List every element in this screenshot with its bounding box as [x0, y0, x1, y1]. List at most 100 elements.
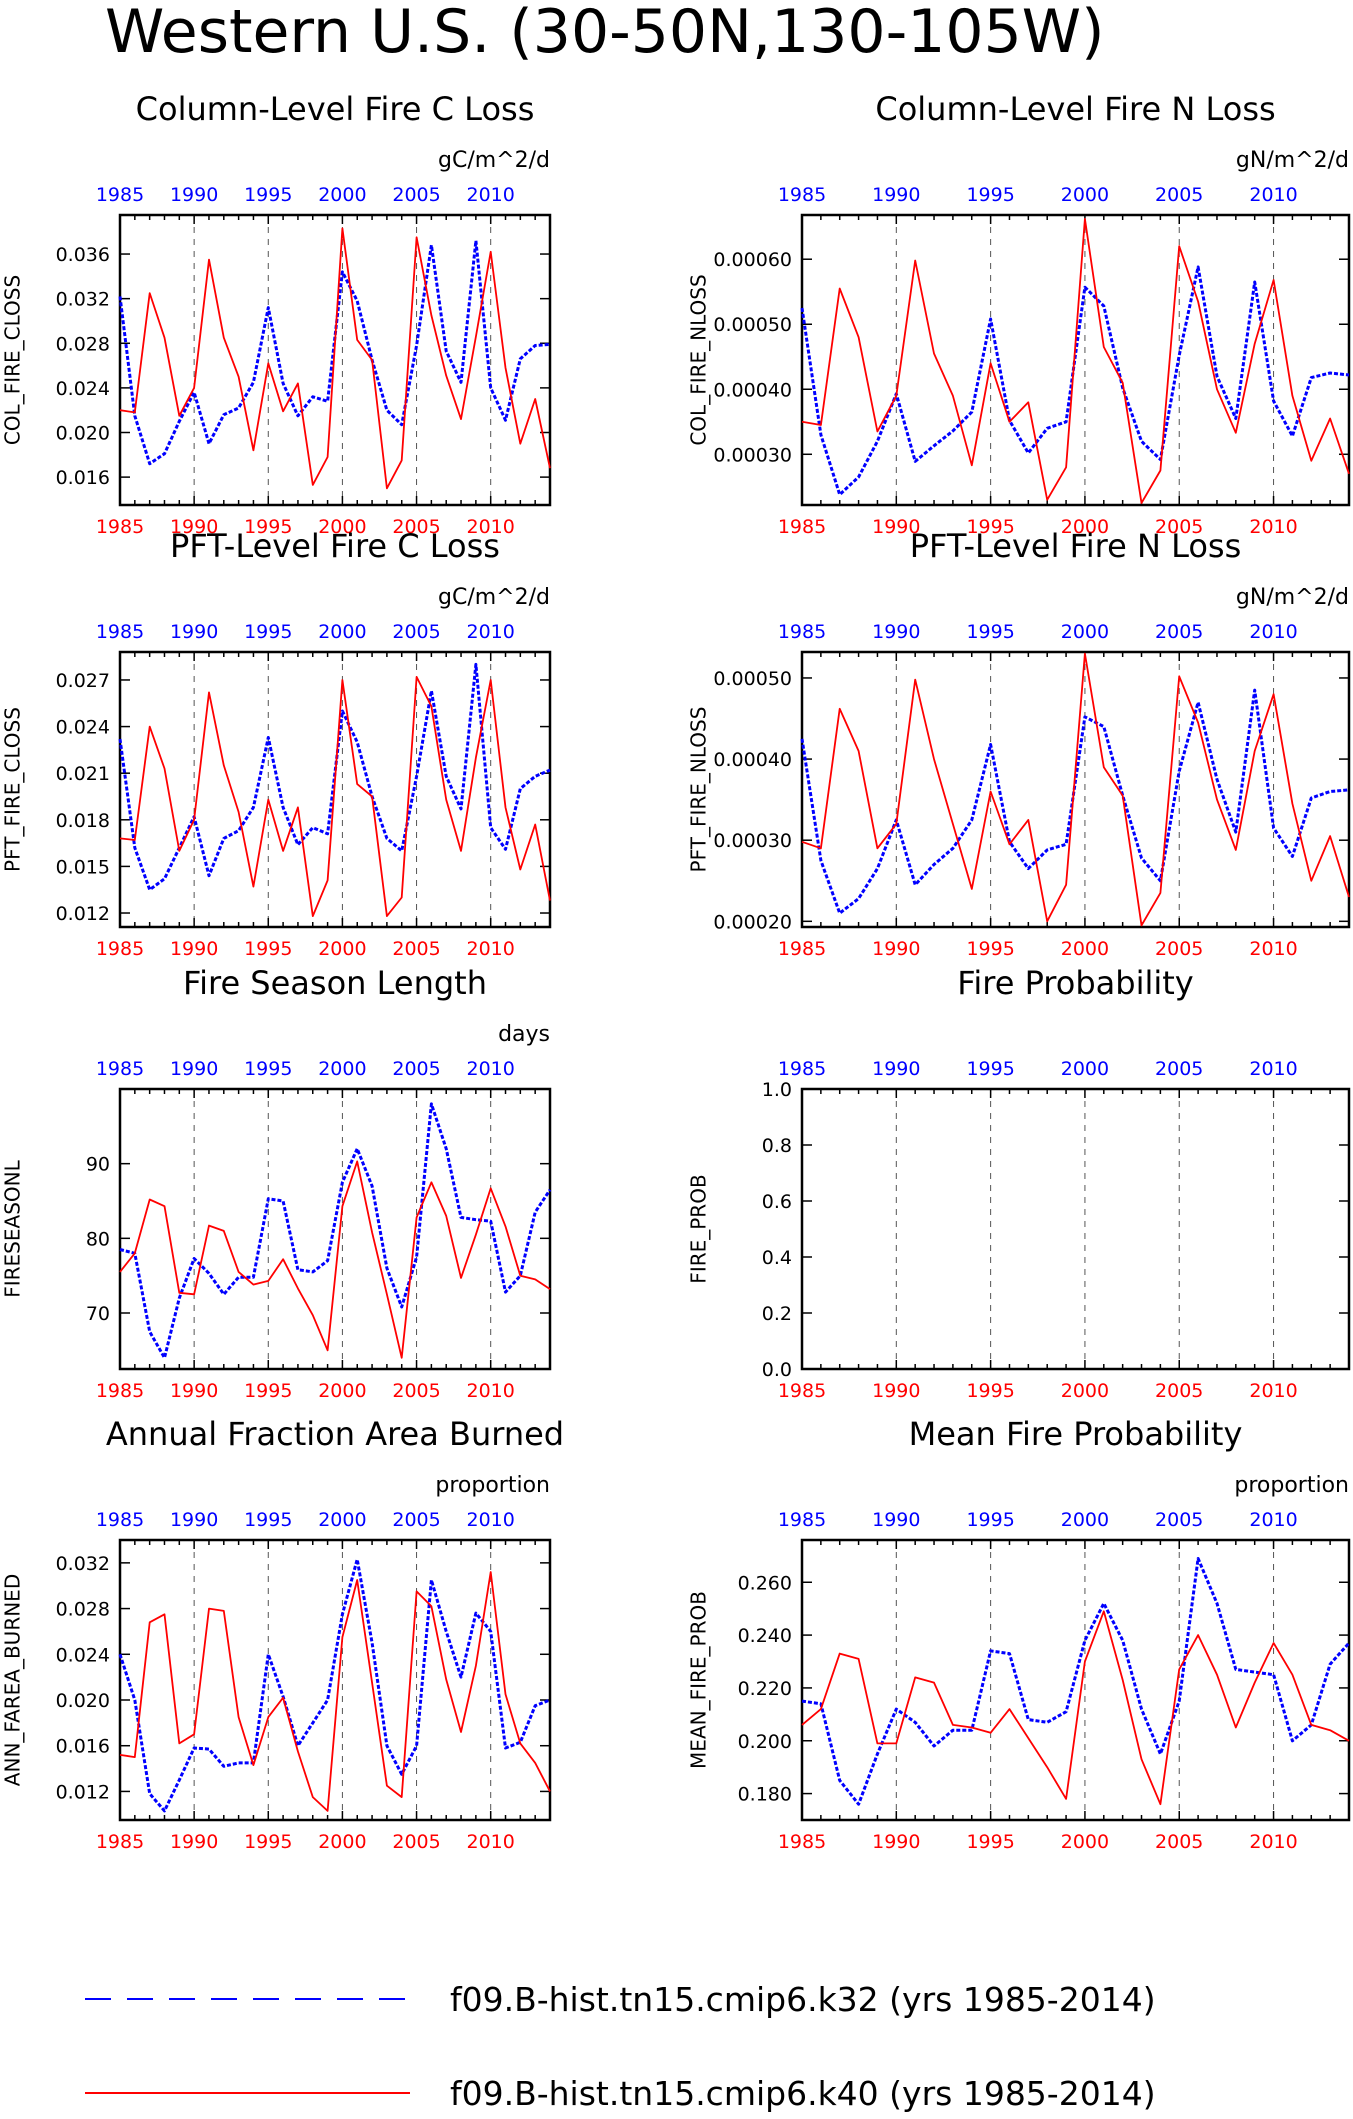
plot-frame — [118, 1087, 552, 1371]
y-tick-label: 0.024 — [56, 378, 110, 400]
y-tick-label: 0.020 — [56, 423, 110, 445]
x-tick-label-bottom: 1995 — [966, 516, 1014, 538]
x-tick-label-top: 2000 — [1061, 1058, 1109, 1080]
x-tick-label-top: 1985 — [778, 1058, 826, 1080]
y-tick-label: 0.032 — [56, 1553, 110, 1575]
y-tick-label: 0.200 — [738, 1731, 792, 1753]
y-tick-label: 0.021 — [56, 763, 110, 785]
panel-title: Column-Level Fire C Loss — [136, 90, 535, 128]
x-tick-label-top: 1985 — [96, 1509, 144, 1531]
x-tick-label-top: 2005 — [1155, 1509, 1203, 1531]
plot-frame — [800, 213, 1351, 507]
x-tick-label-top: 2010 — [467, 184, 515, 206]
x-tick-label-top: 2010 — [1249, 1509, 1297, 1531]
series-line-k40 — [119, 1571, 551, 1812]
units-label: gC/m^2/d — [438, 585, 550, 610]
units-label: gC/m^2/d — [438, 148, 550, 173]
x-tick-label-top: 2005 — [392, 1509, 440, 1531]
y-tick-label: 0.00040 — [713, 749, 792, 771]
y-tick-label: 0.220 — [738, 1678, 792, 1700]
x-tick-label-top: 2005 — [392, 621, 440, 643]
panel-title: Annual Fraction Area Burned — [106, 1415, 564, 1453]
y-tick-label: 0.016 — [56, 1736, 110, 1758]
y-axis-label: COL_FIRE_NLOSS — [687, 274, 711, 445]
chart-panels: Column-Level Fire C Loss gC/m^2/d 1985 1985… — [1, 90, 1351, 1853]
x-tick-label-bottom: 1985 — [778, 1831, 826, 1853]
x-tick-label-top: 2010 — [467, 1058, 515, 1080]
x-tick-label-top: 1995 — [244, 1058, 292, 1080]
x-tick-label-top: 1990 — [872, 184, 920, 206]
x-tick-label-top: 1995 — [966, 184, 1014, 206]
plot-frame — [800, 650, 1351, 929]
plot-frame — [800, 1538, 1351, 1822]
x-tick-label-bottom: 2010 — [1249, 1380, 1297, 1402]
x-tick-label-bottom: 1995 — [244, 516, 292, 538]
x-tick-label-bottom: 1995 — [244, 1831, 292, 1853]
y-tick-label: 1.0 — [762, 1079, 792, 1101]
x-tick-label-top: 2010 — [467, 621, 515, 643]
x-tick-label-bottom: 2000 — [318, 1380, 366, 1402]
x-tick-label-bottom: 1985 — [96, 1831, 144, 1853]
x-tick-label-top: 1990 — [170, 184, 218, 206]
y-tick-label: 0.00060 — [713, 249, 792, 271]
units-label: proportion — [1234, 1473, 1349, 1498]
x-tick-label-top: 1990 — [872, 1509, 920, 1531]
panel-2: PFT-Level Fire C Loss gC/m^2/d 1985 1985 199… — [1, 527, 552, 960]
y-axis-label: PFT_FIRE_CLOSS — [1, 707, 25, 872]
x-tick-label-bottom: 1995 — [966, 938, 1014, 960]
x-tick-label-top: 2005 — [1155, 621, 1203, 643]
y-tick-label: 0.016 — [56, 467, 110, 489]
x-tick-label-top: 2005 — [392, 184, 440, 206]
plot-frame — [800, 1087, 1351, 1371]
x-tick-label-bottom: 1985 — [96, 516, 144, 538]
panel-6: Annual Fraction Area Burned proportion 198… — [1, 1415, 565, 1853]
panel-0: Column-Level Fire C Loss gC/m^2/d 1985 1985… — [1, 90, 552, 538]
panel-title: PFT-Level Fire C Loss — [170, 527, 500, 565]
x-tick-label-top: 1985 — [96, 184, 144, 206]
y-tick-label: 0.027 — [56, 670, 110, 692]
y-tick-label: 0.018 — [56, 810, 110, 832]
x-tick-label-bottom: 1990 — [170, 938, 218, 960]
x-tick-label-bottom: 1985 — [778, 1380, 826, 1402]
x-tick-label-bottom: 2005 — [1155, 516, 1203, 538]
y-tick-label: 0.028 — [56, 1599, 110, 1621]
y-tick-label: 0.2 — [762, 1303, 792, 1325]
x-tick-label-bottom: 2005 — [392, 1831, 440, 1853]
series-line-k40 — [801, 652, 1350, 927]
panel-7: Mean Fire Probability proportion 1985 1985 1… — [687, 1415, 1351, 1853]
x-tick-label-bottom: 2000 — [318, 1831, 366, 1853]
y-tick-label: 0.00020 — [713, 911, 792, 933]
x-tick-label-bottom: 1990 — [872, 516, 920, 538]
x-tick-label-top: 2000 — [1061, 621, 1109, 643]
x-tick-label-bottom: 2005 — [392, 516, 440, 538]
x-tick-label-bottom: 2010 — [467, 938, 515, 960]
x-tick-label-bottom: 2010 — [1249, 1831, 1297, 1853]
units-label: proportion — [435, 1473, 550, 1498]
x-tick-label-top: 1995 — [966, 1058, 1014, 1080]
y-tick-label: 0.6 — [762, 1191, 792, 1213]
y-tick-label: 0.032 — [56, 289, 110, 311]
panel-3: PFT-Level Fire N Loss gN/m^2/d 1985 1985 199… — [687, 527, 1351, 960]
x-tick-label-bottom: 1990 — [872, 938, 920, 960]
x-tick-label-bottom: 2000 — [318, 938, 366, 960]
legend: f09.B-hist.tn15.cmip6.k32 (yrs 1985-2014… — [85, 1980, 1156, 2113]
series-line-k32 — [118, 662, 551, 892]
x-tick-label-bottom: 1990 — [170, 1380, 218, 1402]
y-axis-label: PFT_FIRE_NLOSS — [687, 707, 711, 873]
x-tick-label-bottom: 1995 — [966, 1380, 1014, 1402]
y-tick-label: 0.015 — [56, 856, 110, 878]
x-tick-label-top: 1990 — [872, 621, 920, 643]
y-tick-label: 0.8 — [762, 1135, 792, 1157]
y-tick-label: 0.4 — [762, 1247, 792, 1269]
x-tick-label-bottom: 2005 — [1155, 1380, 1203, 1402]
x-tick-label-bottom: 2010 — [467, 1831, 515, 1853]
plot-frame — [118, 650, 552, 929]
x-tick-label-top: 2000 — [318, 1509, 366, 1531]
x-tick-label-bottom: 1990 — [872, 1380, 920, 1402]
x-tick-label-top: 1985 — [96, 621, 144, 643]
x-tick-label-top: 2010 — [467, 1509, 515, 1531]
panel-title: Fire Season Length — [183, 964, 487, 1002]
y-axis-label: FIRE_PROB — [687, 1174, 711, 1283]
x-tick-label-top: 2000 — [318, 621, 366, 643]
x-tick-label-bottom: 1995 — [244, 938, 292, 960]
